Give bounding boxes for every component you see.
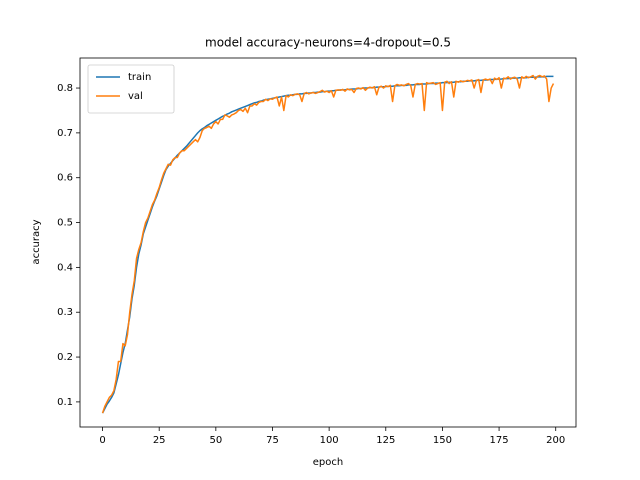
x-tick-label: 200 bbox=[546, 435, 565, 446]
x-tick-label: 0 bbox=[99, 435, 105, 446]
x-axis-label: epoch bbox=[313, 457, 343, 468]
y-tick-label: 0.8 bbox=[57, 83, 73, 94]
y-tick-label: 0.7 bbox=[57, 128, 73, 139]
x-tick-label: 175 bbox=[490, 435, 509, 446]
y-axis-label: accuracy bbox=[31, 219, 42, 264]
x-tick-label: 125 bbox=[376, 435, 395, 446]
y-tick-label: 0.5 bbox=[57, 218, 73, 229]
y-tick-label: 0.3 bbox=[57, 307, 73, 318]
line-series bbox=[101, 74, 555, 414]
y-tick-label: 0.1 bbox=[57, 397, 73, 408]
y-tick-label: 0.2 bbox=[57, 352, 73, 363]
plot-frame bbox=[79, 57, 577, 428]
y-tick-label: 0.4 bbox=[57, 262, 73, 273]
chart-title: model accuracy-neurons=4-dropout=0.5 bbox=[205, 36, 451, 50]
x-tick-label: 75 bbox=[266, 435, 279, 446]
legend-label: train bbox=[128, 72, 151, 83]
legend-label: val bbox=[128, 91, 143, 102]
x-tick-label: 25 bbox=[153, 435, 166, 446]
y-tick-label: 0.6 bbox=[57, 173, 73, 184]
x-tick-label: 100 bbox=[320, 435, 339, 446]
x-tick-label: 150 bbox=[433, 435, 452, 446]
x-tick-label: 50 bbox=[209, 435, 222, 446]
